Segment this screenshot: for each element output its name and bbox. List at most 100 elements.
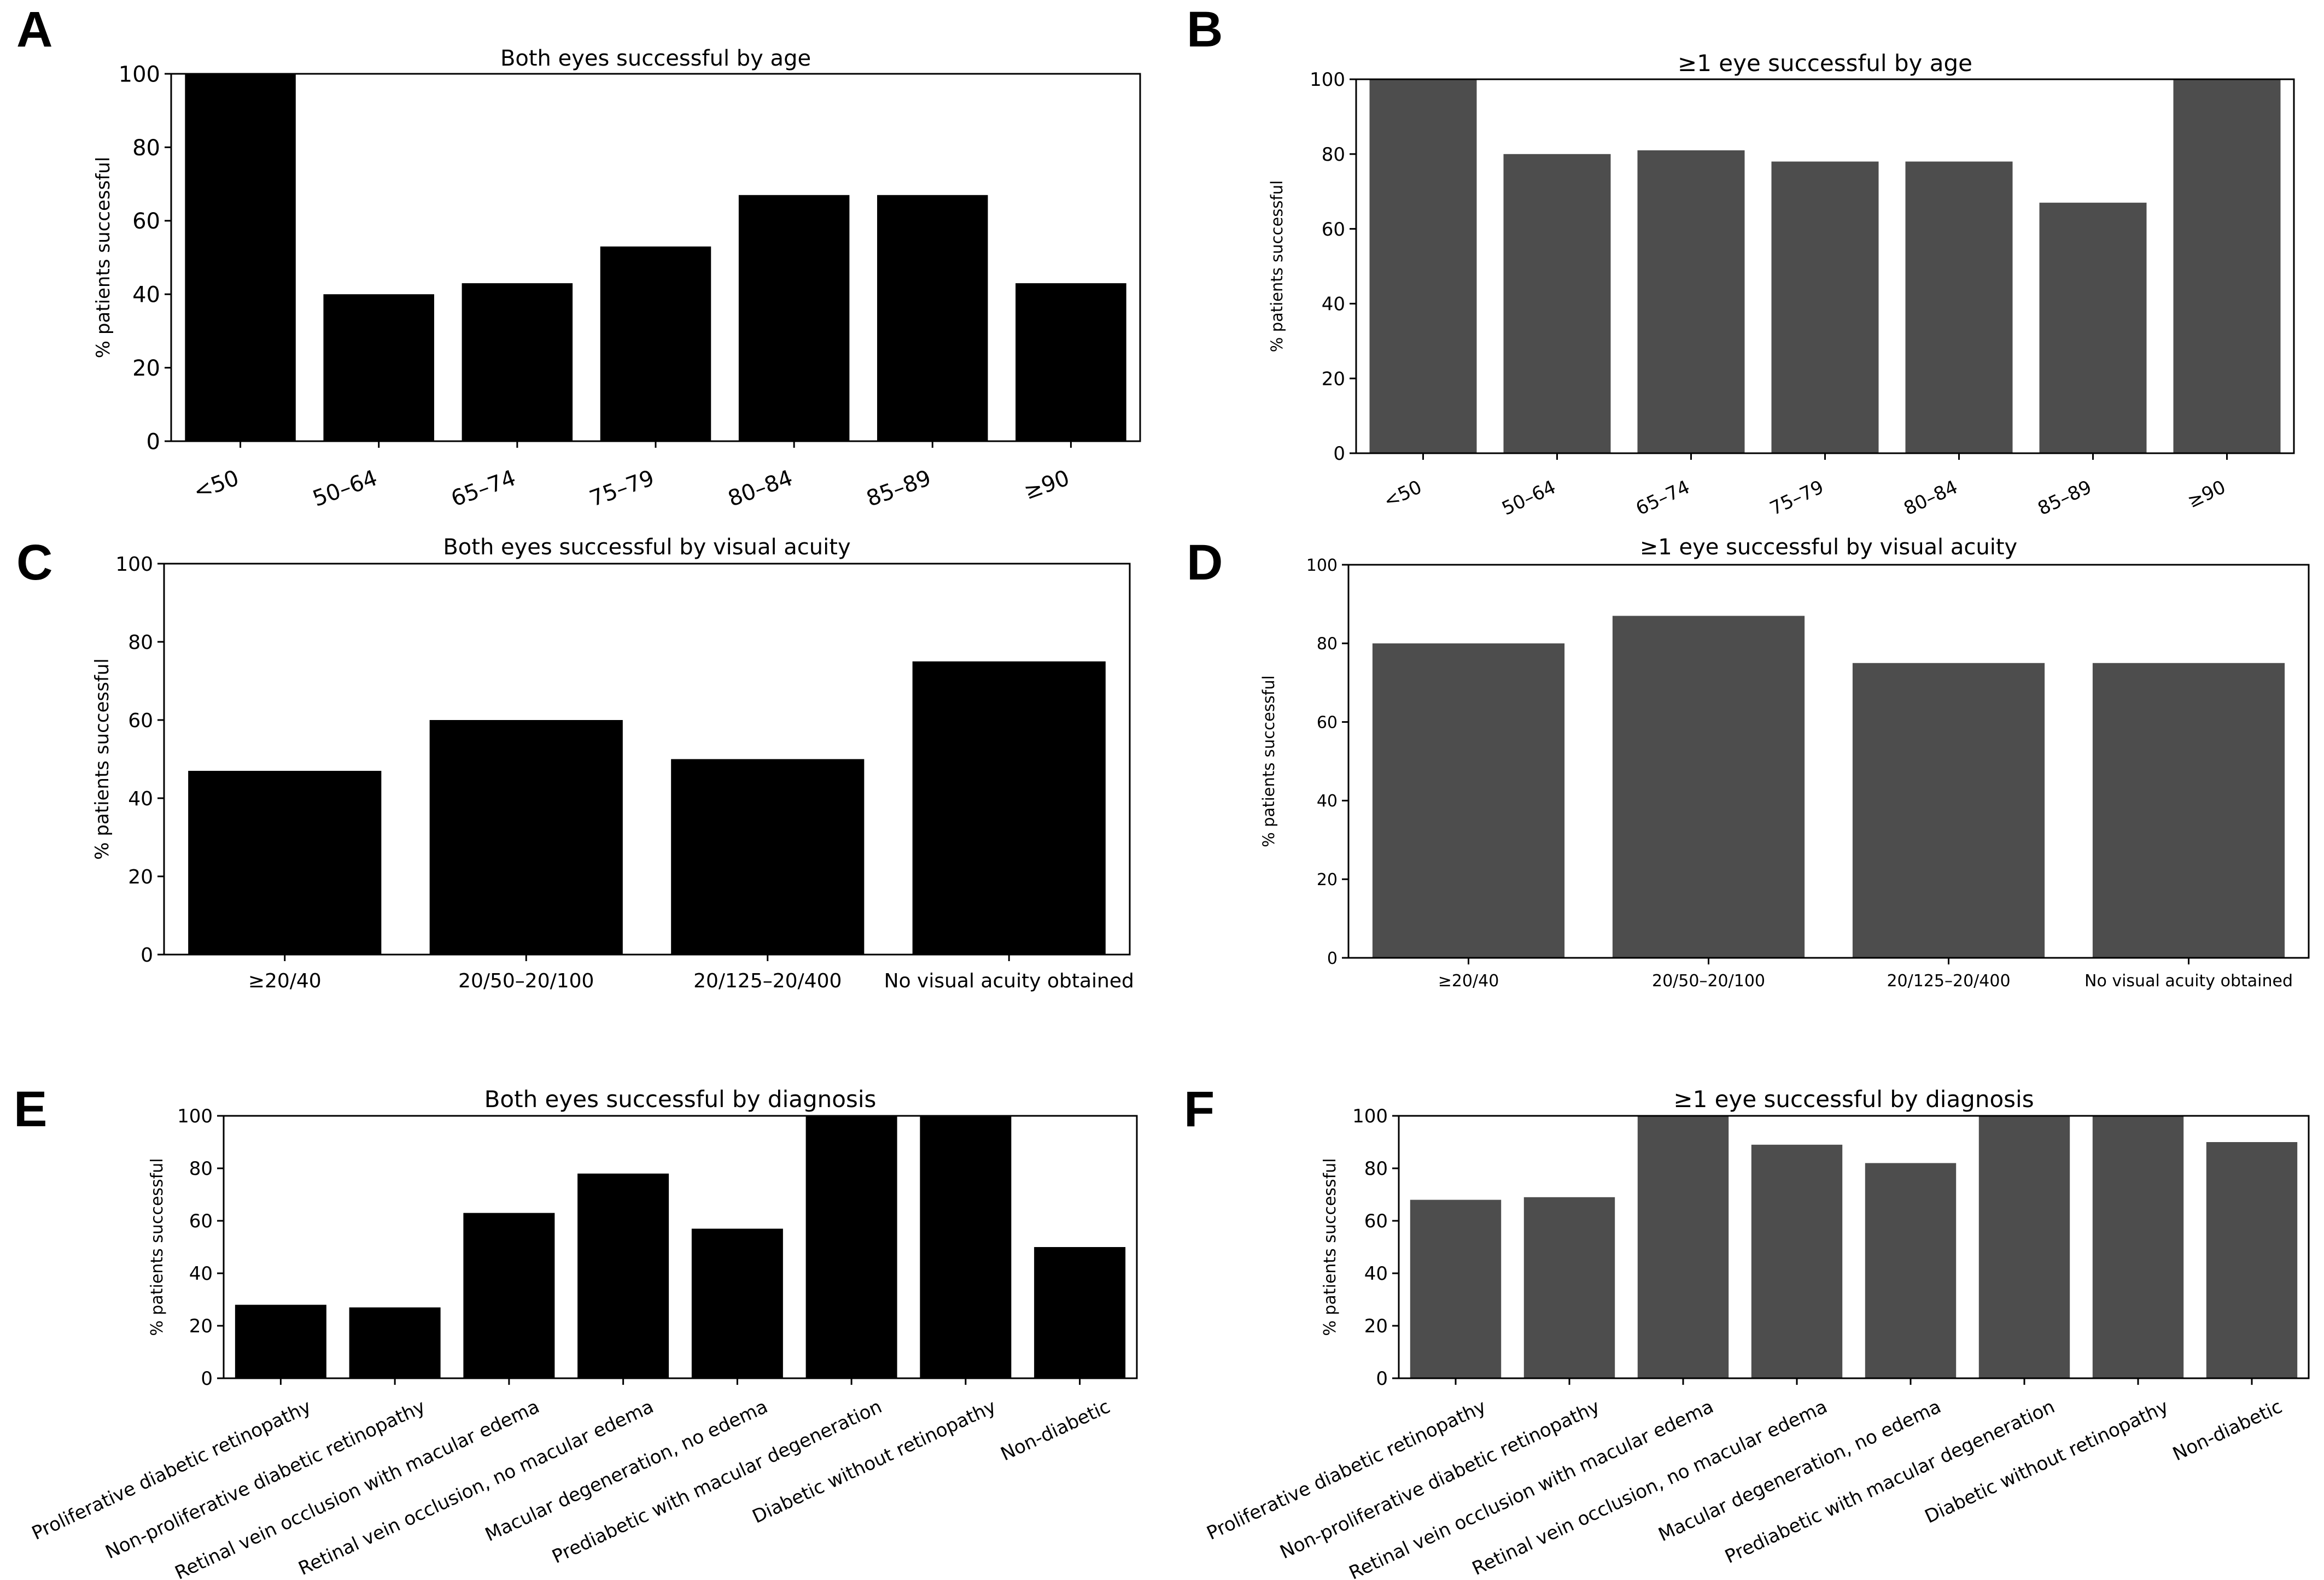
y-tick-label: 80 [128,631,153,654]
chart-title: Both eyes successful by diagnosis [484,1086,877,1113]
bar [429,720,623,955]
x-tick-label: 20/125–20/400 [1887,972,2010,991]
panel-letter: B [1187,2,1223,57]
bar [1771,161,1879,454]
bar [671,759,865,955]
y-tick-label: 60 [189,1210,213,1232]
x-tick-label: 50–64 [1499,476,1560,520]
bar [2092,663,2285,958]
x-tick-label: 50–64 [310,465,381,512]
y-tick-label: 40 [128,788,153,810]
y-axis-label: % patients successful [91,658,113,860]
panel-letter: A [16,2,52,57]
x-tick-label: ≥20/40 [1438,972,1499,991]
bar [920,1116,1012,1378]
y-tick-label: 40 [1364,1263,1388,1285]
x-tick-label: <50 [1380,476,1425,513]
y-tick-label: 20 [1322,368,1345,390]
bar [1034,1247,1126,1378]
bar [2039,202,2147,453]
y-tick-label: 40 [1322,294,1345,315]
y-tick-label: 40 [189,1263,213,1285]
y-tick-label: 80 [1317,635,1338,654]
bar [188,770,382,955]
x-tick-label: 75–79 [1767,476,1827,520]
axes-frame [1347,564,2310,959]
panel-letter: D [1187,535,1223,590]
x-tick-label: 65–74 [448,465,519,512]
y-tick-label: 100 [1310,69,1345,91]
bar [2173,79,2281,453]
panel-b: B 0 20 40 60 80 100 <50 50–64 65–74 75–79 80–84 85–8… [1187,2,2295,520]
bar [1612,616,1805,958]
bar [738,195,850,441]
y-tick-label: 80 [189,1158,213,1180]
bar [1369,79,1477,453]
bar [577,1173,669,1378]
y-tick-label: 60 [1322,219,1345,241]
axes-frame [1398,1115,2310,1379]
y-tick-label: 100 [1352,1105,1388,1127]
panel-letter: C [16,535,52,590]
bar [2206,1142,2298,1378]
x-tick-label: ≥90 [1021,465,1073,505]
x-tick-label: ≥20/40 [248,970,322,992]
y-tick-label: 0 [1333,443,1345,465]
y-tick-label: 80 [1364,1158,1388,1180]
y-tick-label: 20 [1317,870,1338,890]
y-tick-label: 80 [132,136,160,161]
y-tick-label: 100 [119,62,160,87]
bar [1410,1199,1502,1378]
bar [1905,161,2013,454]
panel-d: D 0 20 40 60 80 100 ≥20/40 20/50–20/100 20/125–20… [1187,535,2310,991]
chart-title: Both eyes successful by age [500,46,811,71]
y-tick-label: 40 [132,283,160,308]
panel-letter: F [1184,1081,1214,1137]
chart-title: ≥1 eye successful by diagnosis [1673,1086,2034,1113]
x-tick-label: No visual acuity obtained [2084,972,2293,991]
y-tick-label: 20 [189,1315,213,1337]
x-tick-label: Non-diabetic [997,1396,1114,1465]
y-axis-label: % patients successful [1321,1158,1340,1336]
bar [1523,1197,1615,1378]
bar [1852,663,2045,958]
x-tick-label: 80–84 [725,465,796,512]
x-tick-label: ≥90 [2184,476,2229,513]
x-tick-label: 20/50–20/100 [458,970,594,992]
bar [235,1304,326,1378]
y-tick-label: 0 [201,1368,213,1390]
y-tick-label: 20 [128,866,153,888]
y-tick-label: 60 [1317,713,1338,732]
bar [1015,283,1126,441]
y-tick-label: 20 [132,356,160,381]
bar [877,195,988,441]
y-axis-label: % patients successful [92,157,114,359]
x-tick-label: No visual acuity obtained [884,970,1134,992]
bar [323,294,434,441]
bar [1637,150,1745,454]
x-tick-label: 20/50–20/100 [1652,972,1765,991]
bar [1865,1163,1957,1378]
y-tick-label: 100 [177,1105,213,1127]
y-tick-label: 100 [115,553,153,576]
bar [912,661,1106,955]
bar [1751,1144,1843,1378]
axes-frame [170,73,1141,442]
bar [1503,154,1611,453]
x-tick-label: 65–74 [1633,476,1694,520]
y-tick-label: 0 [1327,949,1338,968]
y-tick-label: 0 [141,944,153,967]
y-tick-label: 60 [128,710,153,732]
bar [805,1116,897,1378]
chart-title: ≥1 eye successful by age [1678,50,1972,77]
y-tick-label: 40 [1317,792,1338,811]
x-tick-label: 85–89 [863,465,935,512]
x-tick-label: <50 [190,465,242,505]
y-axis-label: % patients successful [1259,675,1278,847]
x-tick-label: Non-diabetic [2169,1396,2286,1465]
panel-a: A 0 20 40 60 80 100 <50 50–64 65–74 75–79 80–84 85–8… [16,2,1141,512]
axes-frame [163,563,1131,956]
